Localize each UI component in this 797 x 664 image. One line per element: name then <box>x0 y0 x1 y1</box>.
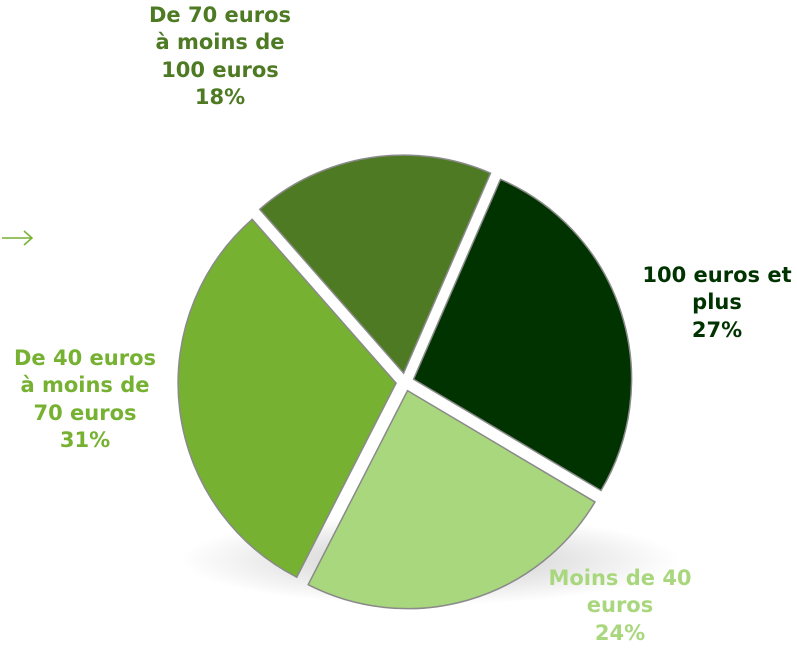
category-name: 100 euros et plus <box>642 263 792 315</box>
slices <box>177 154 633 610</box>
slice-label: Moins de 40 euros 24% <box>545 565 695 647</box>
value-label: 31% <box>59 427 111 452</box>
category-name: De 70 euros à moins de 100 euros <box>149 3 291 82</box>
pie-slice <box>177 218 397 579</box>
value-label: 18% <box>194 84 246 109</box>
slice-label: De 40 euros à moins de 70 euros 31% <box>10 345 160 454</box>
arrow <box>2 230 34 246</box>
value-label: 24% <box>594 620 646 645</box>
pie-slice <box>412 178 633 492</box>
pie-slice <box>258 154 492 375</box>
category-name: De 40 euros à moins de 70 euros <box>14 346 156 425</box>
slice-label: De 70 euros à moins de 100 euros 18% <box>145 2 295 111</box>
slice-label: 100 euros et plus 27% <box>632 262 797 344</box>
pie-slice <box>307 389 596 610</box>
value-label: 27% <box>691 317 743 342</box>
category-name: Moins de 40 euros <box>548 566 692 618</box>
